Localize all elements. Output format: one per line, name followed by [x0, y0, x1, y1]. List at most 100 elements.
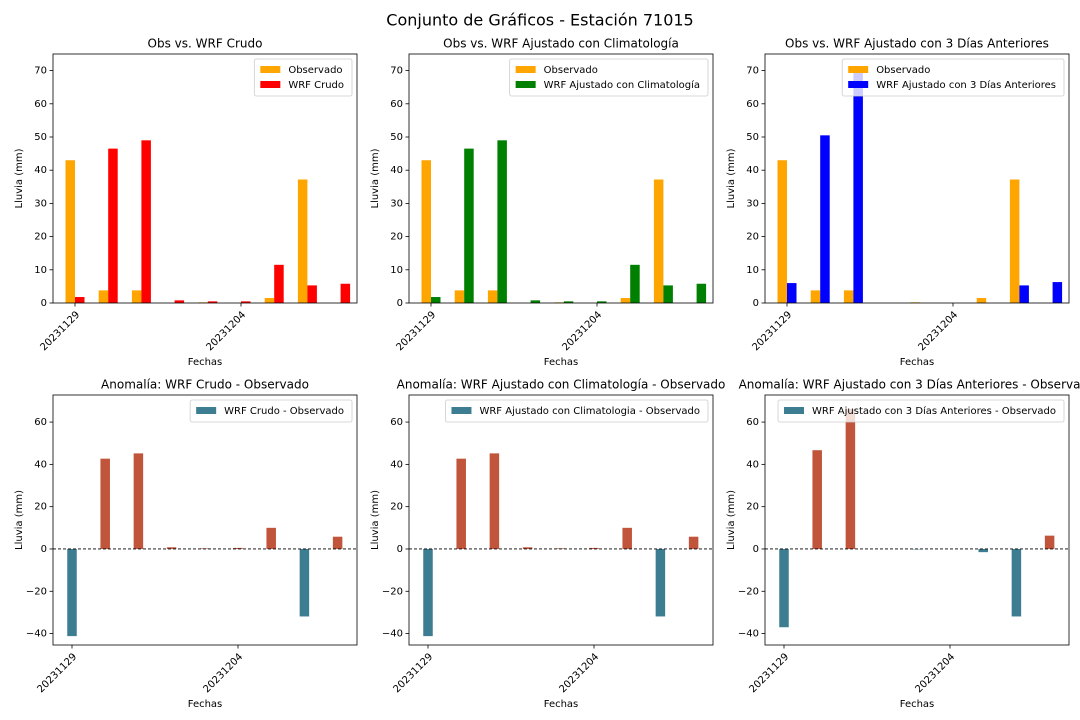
y-tick-label: 70 [34, 66, 47, 77]
legend-label: Observado [876, 65, 930, 76]
subplot-title: Obs vs. WRF Ajustado con 3 Días Anterior… [785, 37, 1049, 51]
bar [688, 536, 699, 549]
y-tick-label: 0 [41, 298, 47, 309]
y-tick-label: −40 [26, 629, 47, 640]
y-tick-label: 70 [390, 66, 403, 77]
bar [464, 148, 474, 303]
y-tick-label: 60 [390, 417, 403, 428]
bar [174, 300, 185, 303]
subplot-title: Obs vs. WRF Ajustado con Climatología [443, 37, 679, 51]
y-tick-label: 40 [390, 165, 403, 176]
legend: Observado WRF Ajustado con 3 Días Anterio… [841, 58, 1065, 97]
legend: Observado WRF Crudo [253, 58, 353, 97]
legend: WRF Ajustado con Climatologia - Observad… [445, 399, 709, 423]
bar [454, 290, 465, 303]
bar [978, 548, 988, 553]
subplot-title: Anomalía: WRF Crudo - Observado [101, 378, 309, 392]
y-tick-label: 60 [746, 417, 759, 428]
axes-frame [52, 394, 358, 646]
y-tick-label: 20 [34, 232, 47, 243]
y-tick-label: 0 [753, 544, 759, 555]
bar [696, 283, 707, 303]
y-axis-label: Lluvia (mm) [726, 490, 737, 550]
legend-swatch [260, 81, 281, 88]
bar [207, 301, 218, 303]
bar [843, 290, 854, 303]
legend: WRF Ajustado con 3 Días Anteriores - Obs… [777, 399, 1065, 423]
legend-label: Observado [544, 65, 598, 76]
bar [264, 298, 275, 303]
subplot-title: Anomalía: WRF Ajustado con 3 Días Anteri… [739, 378, 1080, 392]
y-tick-label: −20 [26, 586, 47, 597]
bar [820, 135, 830, 303]
bar [777, 160, 787, 303]
bar [620, 298, 631, 303]
y-tick-label: 40 [746, 165, 759, 176]
legend-box [189, 399, 353, 423]
y-tick-label: 20 [746, 502, 759, 513]
bar [456, 458, 466, 549]
y-tick-label: −40 [382, 629, 403, 640]
y-tick-label: 20 [390, 232, 403, 243]
bar [812, 450, 822, 549]
x-axis-label: Fechas [544, 357, 579, 368]
axes-frame [52, 53, 358, 304]
y-tick-label: 40 [34, 165, 47, 176]
y-tick-label: 50 [34, 132, 47, 143]
y-tick-label: 10 [390, 265, 403, 276]
axes-frame [408, 394, 714, 646]
legend-box [509, 58, 709, 97]
y-tick-label: 60 [746, 99, 759, 110]
figure-title: Conjunto de Gráficos - Estación 71015 [386, 11, 693, 30]
y-tick-label: 20 [390, 502, 403, 513]
y-tick-label: 20 [746, 232, 759, 243]
legend-box [777, 399, 1065, 423]
bar [431, 297, 441, 303]
bar [98, 290, 109, 303]
bar [274, 264, 284, 303]
y-tick-label: 40 [34, 459, 47, 470]
bar [1011, 548, 1022, 617]
bar [787, 283, 797, 303]
bar [100, 458, 110, 549]
bar [1009, 179, 1020, 303]
bar [622, 527, 632, 549]
bar [630, 264, 640, 303]
subplot-title: Anomalía: WRF Ajustado con Climatología … [397, 378, 726, 392]
legend-label: WRF Ajustado con 3 Días Anteriores - Obs… [812, 405, 1056, 417]
y-tick-label: 40 [390, 459, 403, 470]
subplot-title: Obs vs. WRF Crudo [148, 37, 263, 51]
bar [779, 548, 789, 628]
legend-swatch [451, 407, 472, 414]
bar [307, 285, 317, 303]
bar [65, 160, 75, 303]
bar [75, 297, 85, 303]
bar [1019, 285, 1029, 303]
y-axis-label: Lluvia (mm) [726, 148, 737, 208]
legend-label: WRF Ajustado con Climatología [544, 79, 700, 91]
bar [589, 547, 599, 549]
legend-label: WRF Crudo - Observado [224, 406, 344, 417]
legend: WRF Crudo - Observado [189, 399, 353, 423]
y-axis-label: Lluvia (mm) [14, 490, 25, 550]
legend-swatch [784, 407, 805, 414]
x-axis-label: Fechas [188, 357, 223, 368]
axes-frame [764, 53, 1070, 304]
bar [976, 298, 987, 303]
bar [810, 290, 821, 303]
y-tick-label: 10 [746, 265, 759, 276]
subplot: Anomalía: WRF Crudo - Observado Fechas Llu… [14, 378, 358, 710]
bar [299, 548, 310, 617]
legend-swatch [260, 66, 281, 73]
bar [1052, 282, 1063, 303]
bar [233, 547, 243, 549]
bar [853, 70, 863, 303]
bar [653, 179, 664, 303]
bar [530, 300, 541, 303]
y-axis-label: Lluvia (mm) [370, 490, 381, 550]
y-tick-label: −40 [738, 629, 759, 640]
y-tick-label: 0 [397, 298, 403, 309]
y-axis-label: Lluvia (mm) [14, 148, 25, 208]
